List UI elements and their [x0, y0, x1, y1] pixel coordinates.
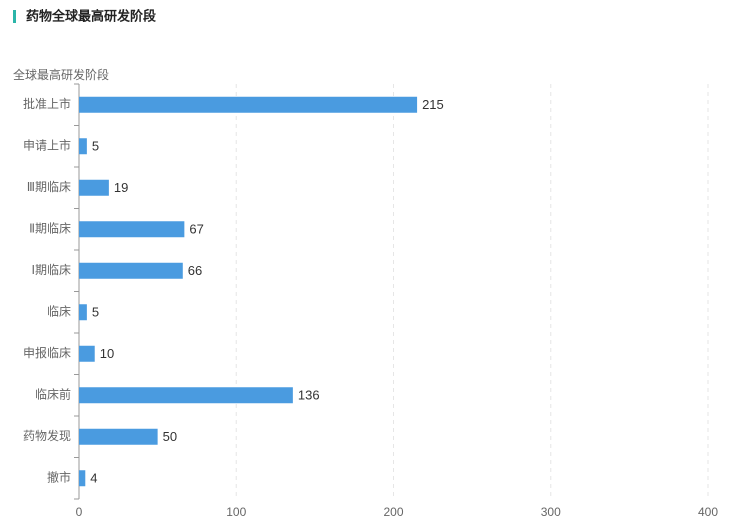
y-tick-label: Ⅰ期临床	[31, 263, 71, 277]
title-marker	[13, 10, 16, 23]
value-label: 215	[422, 97, 444, 112]
bar	[79, 96, 418, 113]
y-tick-label: 批准上市	[23, 96, 71, 111]
x-tick-label: 100	[226, 505, 246, 519]
value-label: 50	[163, 429, 177, 444]
value-label: 19	[114, 180, 128, 195]
value-label: 5	[92, 305, 99, 320]
x-tick-label: 400	[698, 505, 718, 519]
x-tick-label: 200	[383, 505, 403, 519]
y-tick-label: 临床	[47, 304, 71, 318]
value-label: 5	[92, 139, 99, 154]
bar	[79, 304, 87, 321]
y-tick-label: 药物发现	[23, 428, 71, 443]
bar	[79, 262, 183, 279]
bar	[79, 138, 87, 155]
bar	[79, 470, 86, 487]
bar	[79, 387, 293, 404]
bar	[79, 221, 185, 238]
value-label: 10	[100, 346, 114, 361]
value-label: 66	[188, 263, 202, 278]
y-tick-label: 申请上市	[23, 137, 71, 152]
axis-label: 全球最高研发阶段	[13, 67, 109, 82]
bar	[79, 428, 158, 445]
value-label: 136	[298, 388, 320, 403]
bar	[79, 345, 95, 362]
bar	[79, 179, 109, 196]
value-label: 4	[90, 471, 97, 486]
y-tick-label: Ⅲ期临床	[27, 180, 71, 194]
value-label: 67	[189, 222, 203, 237]
y-tick-label: 临床前	[35, 386, 71, 401]
y-tick-label: 撤市	[47, 469, 71, 484]
y-tick-label: Ⅱ期临床	[29, 221, 71, 235]
x-tick-label: 300	[541, 505, 561, 519]
x-tick-label: 0	[76, 505, 83, 519]
y-tick-label: 申报临床	[23, 345, 71, 360]
chart-title: 药物全球最高研发阶段	[26, 8, 156, 23]
